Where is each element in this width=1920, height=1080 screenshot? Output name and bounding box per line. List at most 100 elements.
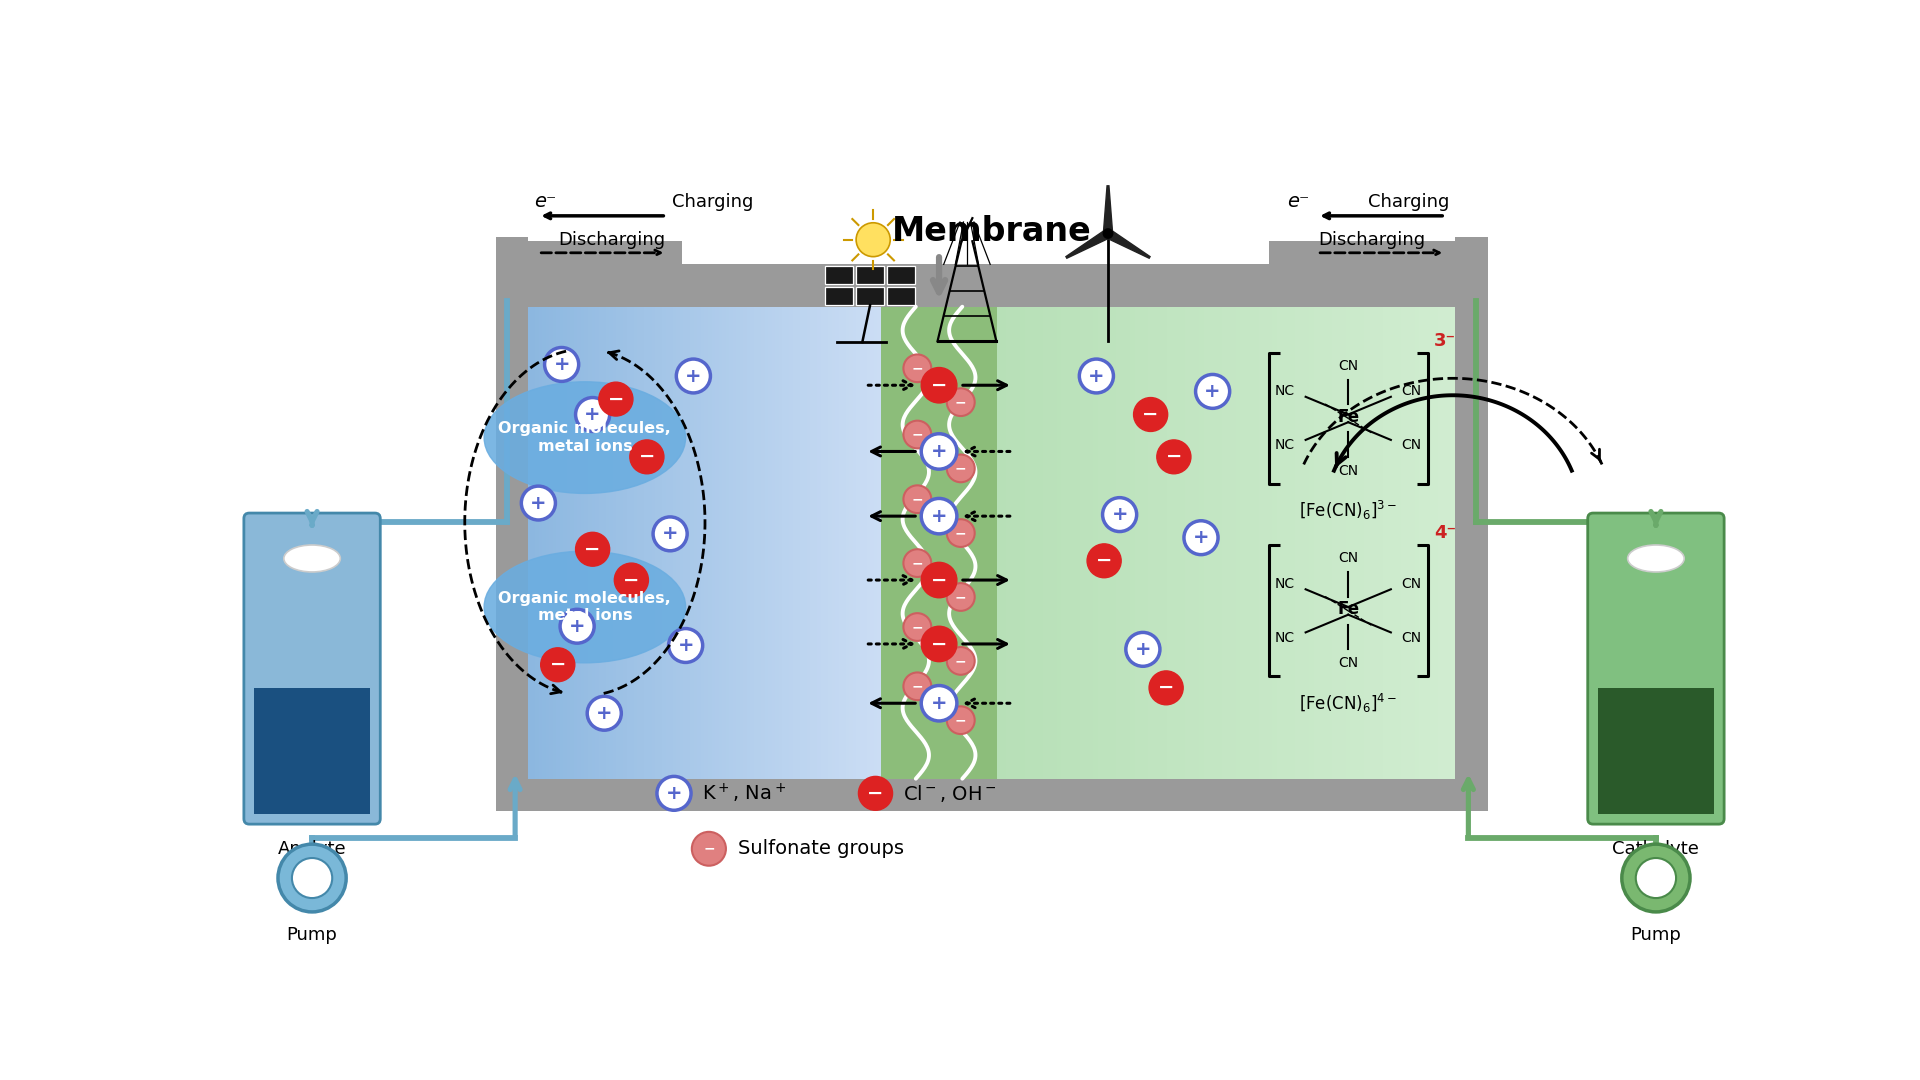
- FancyBboxPatch shape: [881, 307, 996, 779]
- Text: Sulfonate groups: Sulfonate groups: [737, 839, 904, 859]
- Text: CN: CN: [1338, 359, 1357, 373]
- Text: +: +: [1204, 382, 1221, 401]
- Ellipse shape: [484, 381, 685, 494]
- Circle shape: [856, 222, 891, 257]
- Circle shape: [1185, 521, 1217, 555]
- Circle shape: [541, 648, 574, 681]
- Ellipse shape: [284, 545, 340, 572]
- Text: −: −: [912, 428, 924, 442]
- Circle shape: [278, 845, 346, 912]
- Text: NC: NC: [1275, 631, 1294, 645]
- FancyBboxPatch shape: [1588, 513, 1724, 824]
- Text: CN: CN: [1402, 438, 1423, 453]
- Circle shape: [922, 499, 956, 534]
- Text: NC: NC: [1275, 384, 1294, 399]
- Circle shape: [1102, 228, 1114, 239]
- Text: e⁻: e⁻: [534, 192, 557, 212]
- FancyBboxPatch shape: [1597, 688, 1715, 814]
- Text: e⁻: e⁻: [1286, 192, 1309, 212]
- Text: 4⁻: 4⁻: [1434, 524, 1455, 542]
- Text: +: +: [1192, 528, 1210, 548]
- Text: −: −: [954, 395, 966, 409]
- Text: −: −: [868, 784, 883, 802]
- Text: −: −: [912, 679, 924, 693]
- Circle shape: [922, 686, 956, 721]
- Text: Membrane: Membrane: [893, 215, 1092, 247]
- FancyBboxPatch shape: [1455, 237, 1488, 271]
- FancyBboxPatch shape: [856, 286, 883, 306]
- Text: −: −: [703, 841, 714, 855]
- Circle shape: [1133, 397, 1167, 431]
- Text: CN: CN: [1338, 657, 1357, 671]
- FancyBboxPatch shape: [495, 241, 682, 267]
- FancyBboxPatch shape: [887, 266, 916, 284]
- Circle shape: [904, 550, 931, 577]
- Text: −: −: [954, 526, 966, 540]
- Text: +: +: [678, 636, 693, 654]
- Text: CN: CN: [1402, 384, 1423, 399]
- Circle shape: [1196, 375, 1229, 408]
- Circle shape: [922, 434, 956, 469]
- Circle shape: [1148, 671, 1183, 705]
- Circle shape: [1636, 858, 1676, 899]
- Text: CN: CN: [1338, 552, 1357, 566]
- Text: Anolyte
tank: Anolyte tank: [278, 840, 346, 879]
- FancyBboxPatch shape: [253, 688, 371, 814]
- FancyBboxPatch shape: [826, 286, 852, 306]
- Circle shape: [904, 673, 931, 700]
- Text: +: +: [931, 507, 947, 526]
- FancyBboxPatch shape: [495, 237, 528, 271]
- Text: +: +: [931, 442, 947, 461]
- Circle shape: [904, 354, 931, 382]
- Text: CN: CN: [1402, 577, 1423, 591]
- Circle shape: [904, 613, 931, 640]
- Circle shape: [1158, 440, 1190, 474]
- Circle shape: [922, 367, 956, 403]
- Circle shape: [947, 389, 975, 416]
- Text: NC: NC: [1275, 438, 1294, 453]
- Polygon shape: [1104, 186, 1114, 233]
- Circle shape: [947, 706, 975, 734]
- Text: Discharging: Discharging: [557, 231, 664, 249]
- FancyBboxPatch shape: [495, 275, 528, 811]
- Circle shape: [1125, 633, 1160, 666]
- Circle shape: [1079, 359, 1114, 393]
- Text: −: −: [954, 590, 966, 604]
- Text: Pump: Pump: [1630, 926, 1682, 944]
- FancyBboxPatch shape: [495, 779, 1488, 811]
- Text: 3⁻: 3⁻: [1434, 332, 1455, 350]
- Text: −: −: [931, 570, 947, 590]
- Text: +: +: [666, 784, 682, 802]
- Text: −: −: [1142, 405, 1160, 424]
- Text: +: +: [568, 617, 586, 636]
- Text: −: −: [912, 620, 924, 634]
- FancyBboxPatch shape: [1455, 275, 1488, 811]
- Text: −: −: [639, 447, 655, 467]
- Circle shape: [668, 629, 703, 662]
- Text: −: −: [954, 653, 966, 667]
- Text: CN: CN: [1402, 631, 1423, 645]
- Circle shape: [630, 440, 664, 474]
- Circle shape: [653, 517, 687, 551]
- Circle shape: [676, 359, 710, 393]
- Text: −: −: [1096, 551, 1112, 570]
- Circle shape: [576, 532, 611, 566]
- Text: +: +: [931, 693, 947, 713]
- Text: Organic molecules,
metal ions: Organic molecules, metal ions: [499, 591, 672, 623]
- Text: −: −: [609, 390, 624, 408]
- Text: +: +: [1135, 639, 1152, 659]
- FancyBboxPatch shape: [495, 265, 1488, 307]
- Circle shape: [561, 609, 593, 644]
- FancyBboxPatch shape: [856, 266, 883, 284]
- Circle shape: [614, 563, 649, 597]
- Text: Charging: Charging: [672, 193, 755, 212]
- Text: +: +: [1089, 366, 1104, 386]
- Text: Pump: Pump: [286, 926, 338, 944]
- Text: −: −: [954, 461, 966, 475]
- Circle shape: [947, 519, 975, 546]
- Text: −: −: [912, 556, 924, 570]
- Circle shape: [1622, 845, 1690, 912]
- Text: +: +: [584, 405, 601, 424]
- FancyBboxPatch shape: [887, 286, 916, 306]
- Text: +: +: [553, 355, 570, 374]
